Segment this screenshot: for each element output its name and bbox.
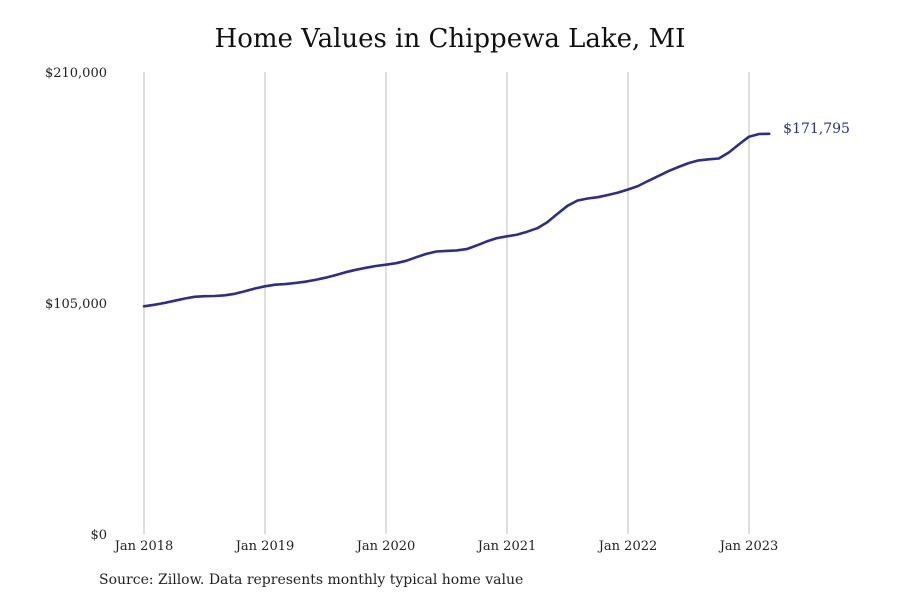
x-axis-ticks: Jan 2018 Jan 2019 Jan 2020 Jan 2021 Jan 2022…	[113, 539, 779, 554]
series-line-0	[142, 132, 771, 308]
y-axis-ticks: $0 $105,000 $210,000	[45, 66, 107, 543]
x-tick-label: Jan 2019	[234, 539, 295, 554]
y-tick-label: $105,000	[45, 297, 107, 312]
series-layer: $171,795	[142, 121, 850, 308]
x-tick-label: Jan 2021	[476, 539, 537, 554]
end-value-label: $171,795	[783, 121, 850, 137]
x-tick-label: Jan 2023	[718, 539, 779, 554]
x-tick-label: Jan 2020	[355, 539, 416, 554]
x-tick-label: Jan 2018	[113, 539, 174, 554]
y-tick-label: $0	[90, 528, 107, 543]
x-tick-label: Jan 2022	[597, 539, 658, 554]
y-tick-label: $210,000	[45, 66, 107, 81]
chart-title: Home Values in Chippewa Lake, MI	[214, 24, 686, 54]
source-note: Source: Zillow. Data represents monthly …	[99, 572, 524, 588]
grid-lines	[143, 72, 750, 534]
